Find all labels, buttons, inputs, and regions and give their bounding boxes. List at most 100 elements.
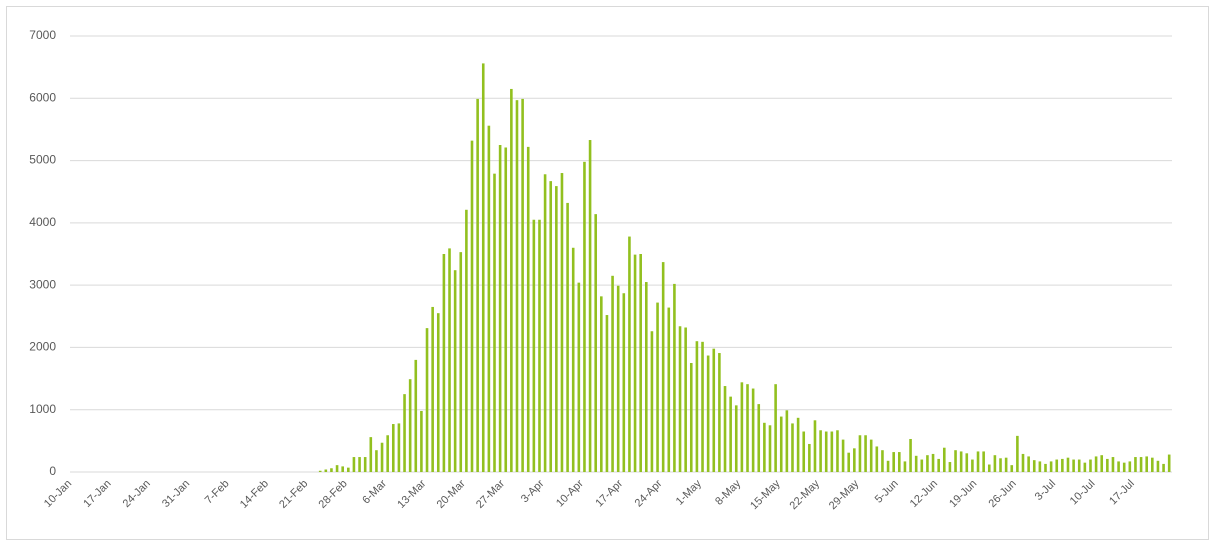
- bar: [498, 145, 502, 472]
- bar: [1021, 453, 1025, 472]
- bar: [555, 186, 558, 472]
- bar: [1027, 456, 1030, 472]
- bar: [1128, 461, 1132, 472]
- bar: [616, 285, 620, 472]
- bar: [369, 437, 373, 472]
- bar: [763, 422, 766, 472]
- bar: [571, 247, 575, 472]
- bar: [909, 438, 912, 472]
- bar: [982, 451, 985, 472]
- bar: [847, 452, 851, 472]
- bar: [785, 410, 789, 472]
- bar: [757, 404, 761, 472]
- bar: [645, 282, 648, 472]
- bar: [459, 252, 463, 472]
- bar: [881, 450, 884, 472]
- bar: [1044, 463, 1047, 472]
- bar: [1122, 462, 1126, 472]
- bar: [1167, 454, 1171, 472]
- bar: [397, 423, 401, 472]
- bar: [628, 236, 631, 472]
- bar: [448, 248, 451, 472]
- bar: [751, 388, 755, 472]
- bar: [791, 423, 794, 472]
- bar: [1004, 457, 1008, 472]
- y-tick-label: 6000: [29, 90, 56, 104]
- bar: [808, 443, 811, 472]
- bar: [352, 457, 356, 472]
- bar: [841, 439, 845, 472]
- bar: [898, 452, 901, 472]
- bar: [330, 468, 333, 472]
- bar: [875, 446, 879, 472]
- y-tick-label: 0: [49, 464, 56, 478]
- bar: [453, 270, 457, 472]
- bar: [853, 448, 856, 472]
- bar: [566, 202, 569, 472]
- bar: [937, 458, 940, 472]
- bar: [999, 458, 1002, 472]
- bar: [391, 424, 395, 472]
- bar: [470, 140, 474, 472]
- bar: [987, 464, 991, 472]
- bar: [903, 461, 907, 472]
- y-tick-label: 5000: [29, 153, 56, 167]
- bar: [718, 353, 721, 472]
- bar: [335, 465, 339, 472]
- bar: [650, 331, 654, 472]
- bar: [1010, 465, 1014, 472]
- bar: [358, 457, 361, 472]
- bar: [740, 382, 744, 472]
- bar: [436, 313, 440, 472]
- bar: [605, 315, 609, 472]
- bar: [746, 384, 749, 472]
- bar: [712, 348, 716, 472]
- bar: [1117, 461, 1120, 472]
- bar: [993, 455, 997, 472]
- bar: [1106, 458, 1109, 472]
- bar: [796, 417, 800, 472]
- bar: [622, 293, 626, 472]
- bar: [639, 254, 642, 472]
- bar: [504, 147, 508, 472]
- bar: [864, 435, 867, 472]
- bar: [318, 470, 322, 472]
- bar: [1077, 459, 1081, 472]
- bar: [684, 327, 687, 472]
- bar: [521, 98, 524, 472]
- y-tick-label: 1000: [29, 402, 56, 416]
- bar: [768, 425, 772, 472]
- bar: [656, 302, 659, 472]
- bar: [819, 430, 822, 472]
- bar: [1038, 461, 1042, 472]
- bar: [695, 341, 699, 472]
- bar: [869, 439, 873, 472]
- bar: [661, 262, 665, 472]
- bar: [1156, 460, 1160, 472]
- bar: [560, 173, 564, 472]
- bar: [836, 430, 839, 472]
- y-tick-label: 3000: [29, 277, 56, 291]
- bar: [347, 467, 350, 472]
- bar: [858, 435, 862, 472]
- bar: [706, 355, 710, 472]
- bar: [1111, 457, 1115, 472]
- bar: [594, 214, 597, 472]
- bar: [948, 462, 952, 472]
- bar: [813, 420, 817, 472]
- bar: [673, 283, 676, 472]
- bar: [1049, 461, 1053, 472]
- bar: [420, 410, 423, 472]
- bar: [1100, 455, 1104, 472]
- bar: [954, 450, 957, 472]
- bar: [526, 146, 530, 472]
- bar: [476, 98, 479, 472]
- bar: [830, 431, 834, 472]
- bar: [583, 161, 586, 472]
- bar: [1151, 457, 1154, 472]
- bar: [414, 359, 418, 472]
- bar: [667, 307, 671, 472]
- bar: [1061, 458, 1064, 472]
- bar: [1016, 435, 1019, 472]
